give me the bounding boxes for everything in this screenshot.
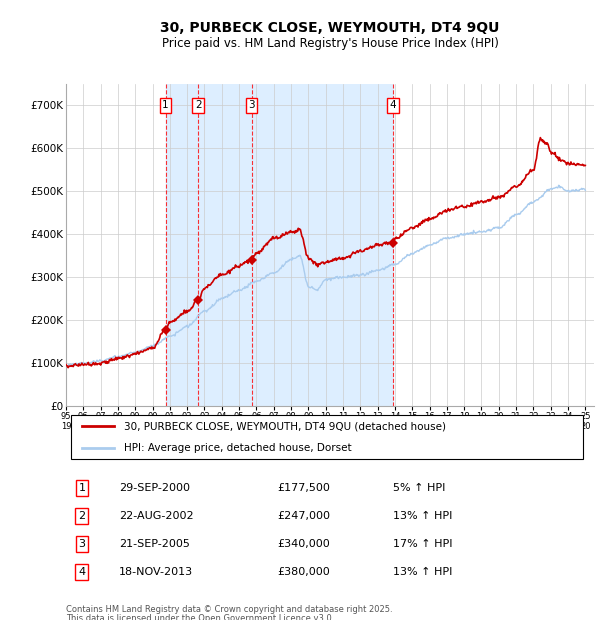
FancyBboxPatch shape [71,415,583,459]
Text: HPI: Average price, detached house, Dorset: HPI: Average price, detached house, Dors… [124,443,352,453]
Text: 18-NOV-2013: 18-NOV-2013 [119,567,193,577]
Text: 4: 4 [78,567,85,577]
Text: £380,000: £380,000 [277,567,330,577]
Text: 2: 2 [78,511,85,521]
Text: 4: 4 [389,100,396,110]
Text: This data is licensed under the Open Government Licence v3.0.: This data is licensed under the Open Gov… [66,614,334,620]
Text: 22-AUG-2002: 22-AUG-2002 [119,511,193,521]
Text: 3: 3 [248,100,255,110]
Text: £177,500: £177,500 [277,483,330,493]
Text: 13% ↑ HPI: 13% ↑ HPI [394,567,453,577]
Text: 1: 1 [79,483,85,493]
Text: 30, PURBECK CLOSE, WEYMOUTH, DT4 9QU (detached house): 30, PURBECK CLOSE, WEYMOUTH, DT4 9QU (de… [124,421,446,431]
Text: £247,000: £247,000 [277,511,330,521]
Text: 2: 2 [195,100,202,110]
Text: 13% ↑ HPI: 13% ↑ HPI [394,511,453,521]
Bar [166,84,393,406]
Text: Price paid vs. HM Land Registry's House Price Index (HPI): Price paid vs. HM Land Registry's House … [161,37,499,50]
Text: £340,000: £340,000 [277,539,330,549]
Text: 5% ↑ HPI: 5% ↑ HPI [394,483,446,493]
Text: 3: 3 [79,539,85,549]
Text: 1: 1 [162,100,169,110]
Text: 29-SEP-2000: 29-SEP-2000 [119,483,190,493]
Text: 30, PURBECK CLOSE, WEYMOUTH, DT4 9QU: 30, PURBECK CLOSE, WEYMOUTH, DT4 9QU [160,21,500,35]
Text: 17% ↑ HPI: 17% ↑ HPI [394,539,453,549]
Text: 21-SEP-2005: 21-SEP-2005 [119,539,190,549]
Text: Contains HM Land Registry data © Crown copyright and database right 2025.: Contains HM Land Registry data © Crown c… [66,604,392,614]
